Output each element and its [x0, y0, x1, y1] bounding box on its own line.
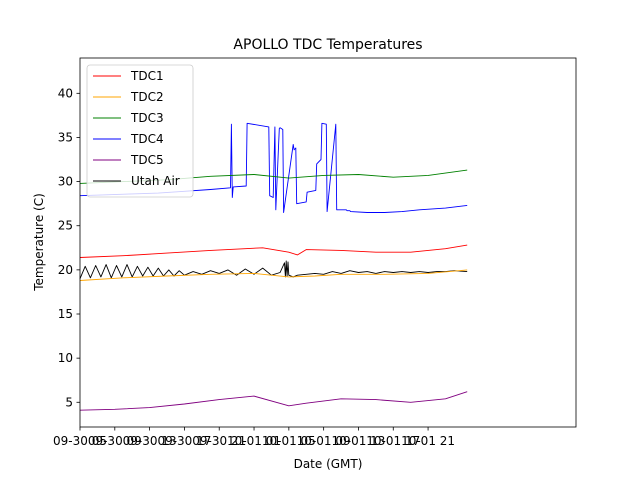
y-tick-label: 25: [58, 219, 73, 233]
x-tick-label: 10-01 05: [262, 434, 316, 448]
series-line-tdc5: [79, 391, 468, 411]
series-line-utah-air: [79, 260, 468, 279]
series-line-tdc4: [79, 122, 468, 213]
legend-label: Utah Air: [131, 174, 180, 188]
series-line-tdc1: [79, 244, 468, 258]
y-axis-label: Temperature (C): [32, 193, 46, 292]
chart-title: APOLLO TDC Temperatures: [233, 37, 422, 53]
series-line-tdc2: [79, 269, 468, 281]
y-axis: 5 10 15 20 25 30 35 40: [58, 86, 80, 409]
x-tick-label: 10-01 21: [401, 434, 455, 448]
x-tick-label: 09-30 17: [157, 434, 211, 448]
y-tick-label: 40: [58, 86, 73, 100]
legend-label: TDC1: [130, 69, 164, 83]
x-tick-label: 09-30 21: [192, 434, 246, 448]
x-tick-label: 10-01 13: [331, 434, 385, 448]
y-tick-label: 15: [58, 307, 73, 321]
x-tick-label: 10-01 01: [227, 434, 281, 448]
x-tick-label: 09-30 05: [53, 434, 107, 448]
legend-label: TDC4: [130, 132, 164, 146]
legend: TDC1 TDC2 TDC3 TDC4 TDC5 Utah Air: [86, 64, 194, 198]
legend-box: [86, 64, 194, 198]
y-tick-label: 10: [58, 351, 73, 365]
x-axis-label: Date (GMT): [294, 457, 363, 471]
y-tick-label: 30: [58, 175, 73, 189]
x-tick-label: 10-01 17: [366, 434, 420, 448]
legend-label: TDC2: [130, 90, 164, 104]
y-tick-label: 5: [65, 395, 73, 409]
x-tick-label: 09-30 09: [88, 434, 142, 448]
plot-frame: [79, 57, 577, 428]
legend-label: TDC5: [130, 153, 164, 167]
x-tick-label: 09-30 13: [123, 434, 177, 448]
legend-label: TDC3: [130, 111, 164, 125]
x-tick-label: 10-01 09: [297, 434, 351, 448]
y-tick-label: 20: [58, 263, 73, 277]
y-tick-label: 35: [58, 130, 73, 144]
